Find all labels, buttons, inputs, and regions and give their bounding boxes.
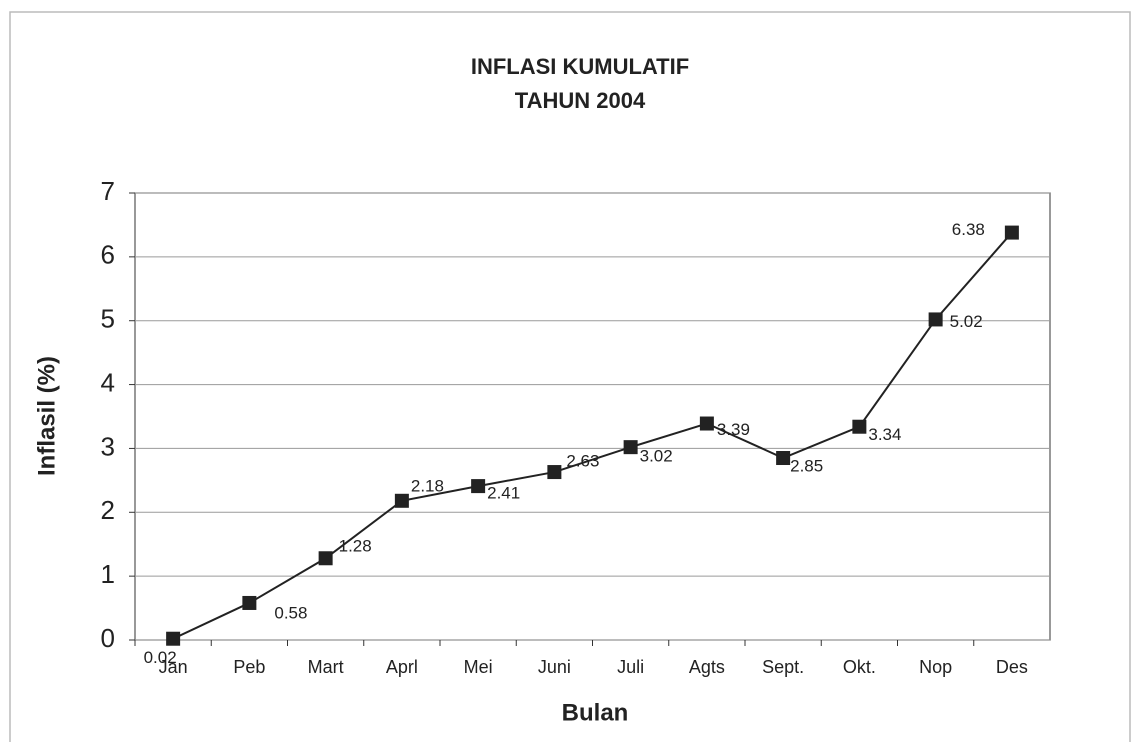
- data-label: 0.02: [144, 648, 177, 667]
- data-label: 2.85: [790, 456, 823, 475]
- y-tick-label: 7: [101, 176, 115, 206]
- x-tick-label: Mei: [464, 657, 493, 677]
- y-tick-label: 5: [101, 304, 115, 334]
- data-label: 2.18: [411, 476, 444, 495]
- marker: [471, 479, 486, 494]
- x-tick-label: Mart: [308, 657, 344, 677]
- marker: [318, 551, 333, 566]
- marker: [699, 416, 714, 431]
- data-label: 0.58: [274, 603, 307, 622]
- line: [172, 231, 1013, 640]
- data-label: 5.02: [950, 312, 983, 331]
- x-axis-label: Bulan: [562, 699, 629, 726]
- chart-subtitle: TAHUN 2004: [515, 88, 646, 113]
- marker: [852, 419, 867, 434]
- x-tick-label: Des: [996, 657, 1028, 677]
- x-tick-label: Nop: [919, 657, 952, 677]
- frame: [9, 11, 1131, 747]
- y-tick-label: 2: [101, 495, 115, 525]
- data-label: 3.34: [868, 425, 901, 444]
- marker: [242, 595, 257, 610]
- y-tick-label: 1: [101, 559, 115, 589]
- marker: [928, 312, 943, 327]
- data-label: 1.28: [339, 537, 372, 556]
- y-tick-label: 4: [101, 367, 115, 397]
- marker: [1004, 225, 1019, 240]
- data-label: 2.41: [487, 484, 520, 503]
- plot-area: [134, 192, 1051, 641]
- x-tick-label: Aprl: [386, 657, 418, 677]
- chart-title: INFLASI KUMULATIF: [471, 54, 689, 79]
- x-tick-label: Agts: [689, 657, 725, 677]
- y-tick-label: 0: [101, 623, 115, 653]
- y-tick-label: 3: [101, 431, 115, 461]
- x-tick-label: Okt.: [843, 657, 876, 677]
- data-label: 6.38: [952, 220, 985, 239]
- y-axis-label: Inflasil (%): [33, 356, 60, 476]
- y-tick-label: 6: [101, 240, 115, 270]
- x-tick-label: Juli: [617, 657, 644, 677]
- data-label: 3.39: [717, 420, 750, 439]
- data-label: 3.02: [640, 447, 673, 466]
- x-tick-label: Juni: [538, 657, 571, 677]
- x-tick-label: Peb: [233, 657, 265, 677]
- marker: [623, 440, 638, 455]
- marker: [166, 631, 181, 646]
- x-tick-label: Jan: [159, 657, 188, 677]
- marker: [776, 451, 791, 466]
- x-tick-label: Sept.: [762, 657, 804, 677]
- data-label: 2.63: [566, 452, 599, 471]
- marker: [547, 465, 562, 480]
- marker: [394, 493, 409, 508]
